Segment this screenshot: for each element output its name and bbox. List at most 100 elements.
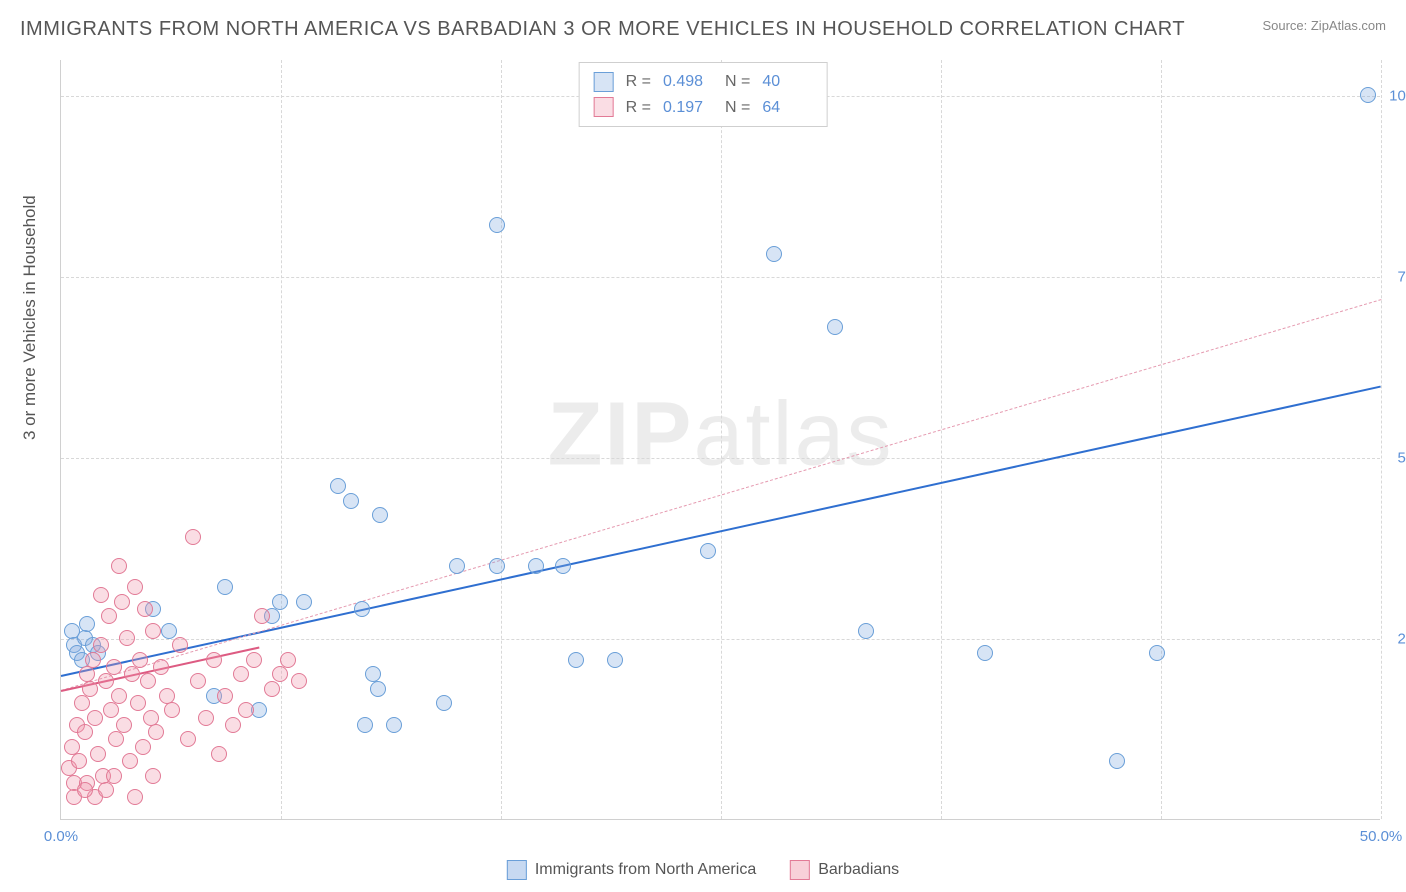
legend-series-item: Immigrants from North America xyxy=(507,860,756,880)
scatter-point xyxy=(103,702,119,718)
scatter-point xyxy=(172,637,188,653)
scatter-point xyxy=(343,493,359,509)
scatter-point xyxy=(148,724,164,740)
legend-series-label: Immigrants from North America xyxy=(535,861,756,879)
x-tick-label: 50.0% xyxy=(1360,828,1403,845)
y-axis-label: 3 or more Vehicles in Household xyxy=(20,195,40,440)
scatter-point xyxy=(766,246,782,262)
y-tick-label: 100.0% xyxy=(1385,88,1406,105)
scatter-point xyxy=(116,717,132,733)
scatter-point xyxy=(206,652,222,668)
scatter-point xyxy=(449,558,465,574)
legend-R-label: R = xyxy=(626,95,651,121)
scatter-point xyxy=(79,616,95,632)
chart-area: ZIPatlas 25.0%50.0%75.0%100.0%0.0%50.0% xyxy=(60,60,1380,820)
scatter-point xyxy=(528,558,544,574)
scatter-point xyxy=(79,666,95,682)
scatter-point xyxy=(132,652,148,668)
scatter-point xyxy=(330,478,346,494)
scatter-point xyxy=(568,652,584,668)
scatter-point xyxy=(74,695,90,711)
scatter-point xyxy=(827,319,843,335)
scatter-point xyxy=(85,652,101,668)
source-link[interactable]: ZipAtlas.com xyxy=(1311,18,1386,33)
watermark-zip: ZIP xyxy=(547,384,693,484)
scatter-point xyxy=(489,558,505,574)
legend-swatch xyxy=(507,860,527,880)
legend-stats-row: R =0.197N =64 xyxy=(594,95,813,121)
legend-series: Immigrants from North America Barbadians xyxy=(507,860,899,880)
scatter-point xyxy=(111,688,127,704)
scatter-point xyxy=(108,731,124,747)
legend-R-value: 0.498 xyxy=(663,69,713,95)
scatter-point xyxy=(370,681,386,697)
chart-title: IMMIGRANTS FROM NORTH AMERICA VS BARBADI… xyxy=(20,18,1185,41)
legend-series-label: Barbadians xyxy=(818,861,899,879)
scatter-point xyxy=(436,695,452,711)
scatter-point xyxy=(1149,645,1165,661)
scatter-point xyxy=(101,608,117,624)
scatter-point xyxy=(98,673,114,689)
scatter-point xyxy=(106,768,122,784)
scatter-point xyxy=(71,753,87,769)
legend-N-value: 64 xyxy=(762,95,812,121)
scatter-point xyxy=(161,623,177,639)
scatter-point xyxy=(145,623,161,639)
scatter-point xyxy=(238,702,254,718)
plot-region: ZIPatlas 25.0%50.0%75.0%100.0%0.0%50.0% xyxy=(60,60,1380,820)
gridline-v xyxy=(941,60,942,819)
scatter-point xyxy=(137,601,153,617)
scatter-point xyxy=(858,623,874,639)
scatter-point xyxy=(1109,753,1125,769)
scatter-point xyxy=(124,666,140,682)
scatter-point xyxy=(254,608,270,624)
scatter-point xyxy=(198,710,214,726)
scatter-point xyxy=(280,652,296,668)
legend-series-item: Barbadians xyxy=(790,860,899,880)
scatter-point xyxy=(164,702,180,718)
scatter-point xyxy=(386,717,402,733)
scatter-point xyxy=(153,659,169,675)
scatter-point xyxy=(372,507,388,523)
legend-stats-row: R =0.498N =40 xyxy=(594,69,813,95)
scatter-point xyxy=(185,529,201,545)
scatter-point xyxy=(130,695,146,711)
scatter-point xyxy=(135,739,151,755)
scatter-point xyxy=(1360,87,1376,103)
scatter-point xyxy=(217,579,233,595)
scatter-point xyxy=(700,543,716,559)
y-tick-label: 25.0% xyxy=(1385,631,1406,648)
scatter-point xyxy=(217,688,233,704)
legend-N-label: N = xyxy=(725,69,750,95)
scatter-point xyxy=(145,768,161,784)
source-prefix: Source: xyxy=(1262,18,1310,33)
legend-swatch xyxy=(790,860,810,880)
scatter-point xyxy=(87,710,103,726)
scatter-point xyxy=(264,681,280,697)
scatter-point xyxy=(77,724,93,740)
legend-N-value: 40 xyxy=(762,69,812,95)
scatter-point xyxy=(93,637,109,653)
scatter-point xyxy=(127,789,143,805)
scatter-point xyxy=(114,594,130,610)
x-tick-label: 0.0% xyxy=(44,828,78,845)
scatter-point xyxy=(140,673,156,689)
watermark-atlas: atlas xyxy=(693,384,893,484)
scatter-point xyxy=(296,594,312,610)
source-credit: Source: ZipAtlas.com xyxy=(1262,18,1386,33)
legend-R-value: 0.197 xyxy=(663,95,713,121)
y-tick-label: 75.0% xyxy=(1385,269,1406,286)
scatter-point xyxy=(272,594,288,610)
y-tick-label: 50.0% xyxy=(1385,450,1406,467)
gridline-v xyxy=(281,60,282,819)
scatter-point xyxy=(977,645,993,661)
scatter-point xyxy=(291,673,307,689)
scatter-point xyxy=(190,673,206,689)
gridline-v xyxy=(1381,60,1382,819)
scatter-point xyxy=(119,630,135,646)
scatter-point xyxy=(489,217,505,233)
scatter-point xyxy=(93,587,109,603)
scatter-point xyxy=(98,782,114,798)
scatter-point xyxy=(225,717,241,733)
scatter-point xyxy=(211,746,227,762)
